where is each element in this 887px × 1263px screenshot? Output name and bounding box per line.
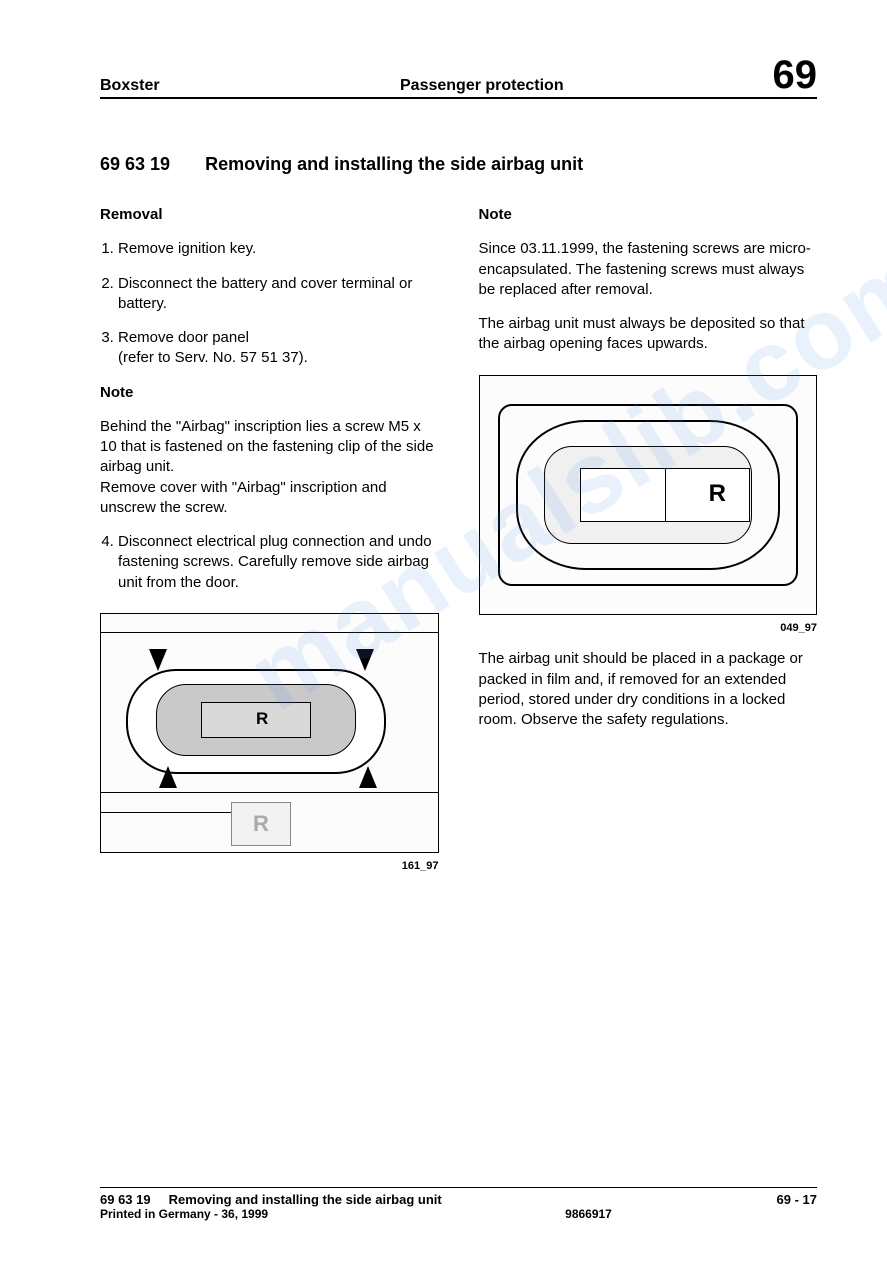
removal-steps: Remove ignition key. Disconnect the batt…	[100, 239, 439, 368]
note-heading-right: Note	[479, 205, 818, 225]
header-section: Passenger protection	[360, 77, 773, 95]
figure-1-caption: 161_97	[100, 859, 439, 874]
fig1-arrow-icon	[159, 766, 177, 788]
footer-row-1: 69 63 19 Removing and installing the sid…	[100, 1192, 817, 1207]
figure-2-caption: 049_97	[479, 621, 818, 636]
fig1-arrow-icon	[359, 766, 377, 788]
note-heading-left: Note	[100, 383, 439, 403]
page-header: Boxster Passenger protection 69	[100, 55, 817, 99]
step-3: Remove door panel (refer to Serv. No. 57…	[118, 328, 439, 369]
note-p3: The airbag unit should be placed in a pa…	[479, 649, 818, 730]
step-2: Disconnect the battery and cover termina…	[118, 274, 439, 315]
fig1-background-line	[101, 812, 252, 814]
fig1-background-line	[101, 792, 438, 794]
page-footer: 69 63 19 Removing and installing the sid…	[100, 1187, 817, 1221]
figure-2: R	[479, 375, 818, 615]
section-text: Removing and installing the side airbag …	[205, 154, 583, 174]
footer-print: Printed in Germany - 36, 1999	[100, 1207, 360, 1221]
footer-row-2: Printed in Germany - 36, 1999 9866917	[100, 1207, 817, 1221]
figure-1: R R	[100, 613, 439, 853]
header-chapter: 69	[773, 55, 818, 95]
footer-text: Removing and installing the side airbag …	[169, 1192, 442, 1207]
header-model: Boxster	[100, 77, 360, 95]
step-4: Disconnect electrical plug connection an…	[118, 532, 439, 593]
note-p2: The airbag unit must always be deposited…	[479, 314, 818, 355]
removal-heading: Removal	[100, 205, 439, 225]
footer-docnum: 9866917	[360, 1207, 817, 1221]
note-p1: Since 03.11.1999, the fastening screws a…	[479, 239, 818, 300]
fig1-arrow-icon	[356, 649, 374, 671]
footer-title: 69 63 19 Removing and installing the sid…	[100, 1192, 777, 1207]
left-column: Removal Remove ignition key. Disconnect …	[100, 205, 439, 888]
note-body-left: Behind the "Airbag" inscription lies a s…	[100, 417, 439, 518]
fig1-arrow-icon	[149, 649, 167, 671]
section-code: 69 63 19	[100, 154, 170, 174]
footer-page: 69 - 17	[777, 1192, 817, 1207]
fig1-panel-r-label: R	[231, 802, 291, 846]
fig2-r-label: R	[709, 478, 726, 510]
content-columns: Removal Remove ignition key. Disconnect …	[100, 205, 817, 888]
fig1-background-line	[101, 632, 438, 634]
fig1-r-label: R	[256, 708, 268, 731]
right-column: Note Since 03.11.1999, the fastening scr…	[479, 205, 818, 888]
footer-code: 69 63 19	[100, 1192, 151, 1207]
section-title: 69 63 19 Removing and installing the sid…	[100, 154, 817, 175]
removal-steps-cont: Disconnect electrical plug connection an…	[100, 532, 439, 593]
step-1: Remove ignition key.	[118, 239, 439, 259]
